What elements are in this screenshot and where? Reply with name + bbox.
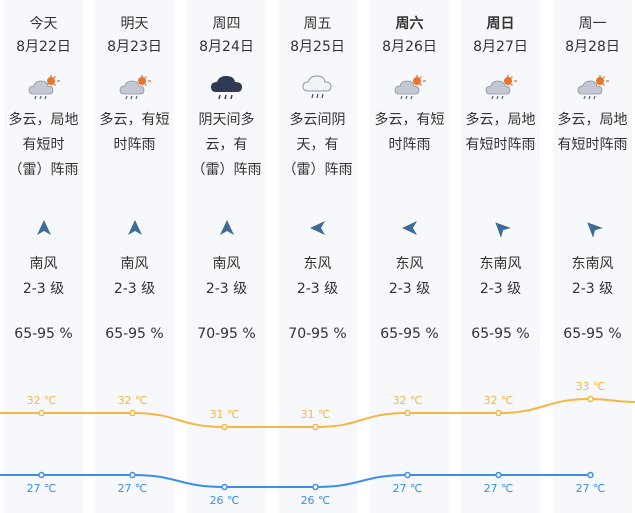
wind-direction-icon	[127, 220, 142, 235]
weather-description: 多云，局地 有短时阵雨	[465, 112, 536, 153]
day-date: 8月28日	[565, 39, 620, 55]
weather-description: 多云，局地 有短时阵雨	[557, 112, 628, 153]
low-temp-point	[404, 471, 411, 479]
day-date: 8月22日	[16, 39, 71, 55]
high-temp-point	[129, 409, 136, 417]
weather-description: 多云，有短 时阵雨	[99, 112, 170, 153]
humidity: 65-95 %	[471, 326, 530, 342]
day-column: 周一 8月28日 多云，局地 有短时阵雨 东南风 2-3 级 65-95 %	[553, 0, 632, 513]
cloud-sun-rain-icon	[394, 75, 426, 100]
cloud-sun-rain-icon	[485, 75, 517, 100]
day-column: 周六 8月26日 多云，有短 时阵雨 东风 2-3 级 65-95 %	[370, 0, 449, 513]
high-temp-label: 31 ℃	[210, 408, 240, 421]
wind-level: 2-3 级	[388, 281, 431, 297]
high-temp-label: 32 ℃	[484, 394, 514, 407]
high-temp-point	[404, 409, 411, 417]
wind-direction-icon	[401, 221, 417, 235]
humidity: 65-95 %	[105, 326, 164, 342]
wind-level: 2-3 级	[113, 281, 156, 297]
low-temp-label: 27 ℃	[118, 482, 148, 495]
humidity: 70-95 %	[197, 326, 256, 342]
high-temp-point	[38, 409, 45, 417]
wind-direction: 南风	[120, 256, 149, 272]
day-date: 8月23日	[107, 39, 162, 55]
cloud-sun-rain-icon	[119, 75, 151, 100]
day-name: 周五	[303, 16, 332, 32]
high-temp-label: 32 ℃	[27, 394, 57, 407]
temperature-chart: 32 ℃ 32 ℃ 31 ℃ 31 ℃ 32 ℃ 32 ℃ 33 ℃ 27 ℃ 27 ℃ 26 ℃…	[0, 380, 635, 507]
day-name: 周日	[486, 16, 515, 32]
weather-description: 多云，有短 时阵雨	[374, 112, 445, 153]
low-temp-label: 26 ℃	[210, 494, 240, 507]
low-temp-point	[312, 483, 319, 491]
high-temp-point	[312, 423, 319, 431]
wind-level: 2-3 级	[22, 281, 65, 297]
humidity: 65-95 %	[380, 326, 439, 342]
day-name: 今天	[29, 16, 58, 32]
cloud-sun-rain-icon	[577, 75, 609, 100]
day-name: 周一	[578, 16, 607, 32]
low-temp-line	[0, 474, 591, 488]
low-temp-point	[38, 471, 45, 479]
day-date: 8月27日	[473, 39, 528, 55]
high-temp-point	[221, 423, 228, 431]
high-temp-label: 32 ℃	[393, 394, 423, 407]
high-temp-point	[495, 409, 502, 417]
humidity: 65-95 %	[563, 326, 622, 342]
wind-direction: 东南风	[571, 256, 614, 272]
wind-direction-icon	[494, 222, 511, 238]
day-column: 明天 8月23日 多云，有短 时阵雨 南风 2-3 级 65-95 %	[95, 0, 174, 513]
high-temp-label: 32 ℃	[118, 394, 148, 407]
wind-direction: 东风	[303, 256, 332, 272]
high-temp-label: 33 ℃	[576, 380, 606, 393]
low-temp-point	[129, 471, 136, 479]
wind-level: 2-3 级	[479, 281, 522, 297]
wind-direction-icon	[219, 220, 234, 235]
wind-direction-icon	[586, 222, 603, 238]
day-column: 周日 8月27日 多云，局地 有短时阵雨 东南风 2-3 级 65-95 %	[461, 0, 540, 513]
low-temp-label: 27 ℃	[393, 482, 423, 495]
low-temp-label: 27 ℃	[484, 482, 514, 495]
wind-direction-icon	[309, 221, 325, 235]
wind-direction: 东风	[395, 256, 424, 272]
day-date: 8月25日	[290, 39, 345, 55]
day-name: 明天	[120, 16, 149, 32]
day-date: 8月24日	[199, 39, 254, 55]
humidity: 65-95 %	[14, 326, 73, 342]
low-temp-point	[587, 471, 594, 479]
cloud-sun-rain-icon	[28, 75, 60, 100]
wind-level: 2-3 级	[571, 281, 614, 297]
wind-direction: 南风	[29, 256, 58, 272]
weather-description: 多云间阴 天，有 （雷）阵雨	[282, 112, 353, 178]
wind-level: 2-3 级	[205, 281, 248, 297]
day-column: 今天 8月22日 多云，局地 有短时 （雷）阵雨 南风 2-3 级 65-95 %	[4, 0, 83, 513]
dark-cloud-rain-icon	[210, 76, 242, 100]
wind-direction: 南风	[212, 256, 241, 272]
low-temp-point	[221, 483, 228, 491]
low-temp-label: 27 ℃	[576, 482, 606, 495]
day-name: 周六	[395, 16, 424, 32]
high-temp-point	[587, 395, 594, 403]
low-temp-label: 27 ℃	[27, 482, 57, 495]
weather-description: 阴天间多 云，有 （雷）阵雨	[191, 112, 262, 178]
low-temp-label: 26 ℃	[301, 494, 331, 507]
wind-direction: 东南风	[479, 256, 522, 272]
day-date: 8月26日	[382, 39, 437, 55]
humidity: 70-95 %	[288, 326, 347, 342]
cloud-rain-icon	[301, 75, 332, 99]
wind-level: 2-3 级	[296, 281, 339, 297]
day-name: 周四	[212, 16, 241, 32]
wind-direction-icon	[36, 220, 51, 235]
weather-description: 多云，局地 有短时 （雷）阵雨	[8, 112, 79, 178]
high-temp-label: 31 ℃	[301, 408, 331, 421]
low-temp-point	[495, 471, 502, 479]
